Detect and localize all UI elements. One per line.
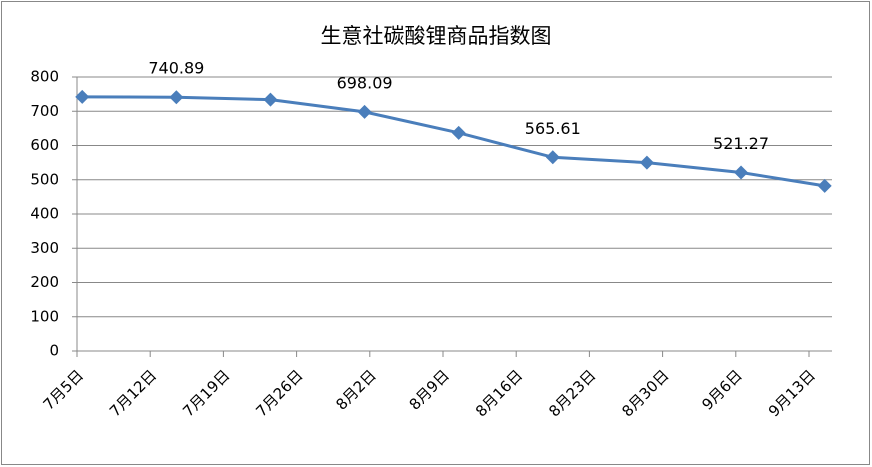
data-label: 698.09 — [337, 73, 393, 92]
data-label: 521.27 — [713, 134, 769, 153]
y-tick-label: 300 — [30, 239, 59, 257]
marker — [263, 92, 278, 107]
marker — [75, 89, 90, 104]
y-tick-label: 200 — [30, 273, 59, 291]
marker — [169, 90, 184, 105]
y-tick-label: 400 — [30, 205, 59, 223]
y-tick-label: 100 — [30, 307, 59, 325]
marker — [734, 165, 749, 180]
y-tick-label: 700 — [30, 102, 59, 120]
y-tick-label: 500 — [30, 170, 59, 188]
chart-title: 生意社碳酸锂商品指数图 — [321, 24, 552, 48]
marker — [451, 125, 466, 140]
data-label: 740.89 — [148, 59, 204, 78]
y-tick-label: 800 — [30, 68, 59, 86]
data-label: 565.61 — [525, 119, 581, 138]
marker — [817, 178, 832, 193]
marker — [545, 150, 560, 165]
marker — [639, 155, 654, 170]
y-tick-label: 0 — [49, 342, 59, 360]
y-tick-label: 600 — [30, 136, 59, 154]
marker — [357, 104, 372, 119]
